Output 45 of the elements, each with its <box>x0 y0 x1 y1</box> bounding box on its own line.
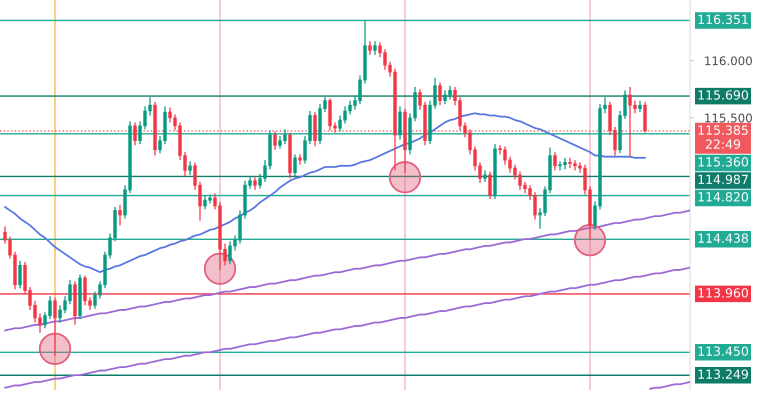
point <box>388 161 422 194</box>
ref-line-label: 116.351 <box>698 14 748 24</box>
candlestick <box>298 154 302 166</box>
line-series <box>4 266 690 389</box>
candlestick <box>33 300 37 324</box>
candlestick <box>538 208 542 230</box>
candlestick <box>348 100 352 115</box>
candlestick <box>483 170 487 182</box>
ref-line-label: 113.960 <box>698 288 748 298</box>
ref-line-label: 114.820 <box>698 192 748 202</box>
candlestick <box>443 90 447 105</box>
candlestick <box>478 162 482 184</box>
ref-line-label: 113.450 <box>698 346 748 356</box>
ref-line-label: 113.249 <box>698 369 748 379</box>
candlestick <box>563 157 567 170</box>
ref-line-label: 115.385 22:49 <box>698 125 748 149</box>
candlestick <box>118 204 122 226</box>
candlestick <box>263 159 267 182</box>
candlestick <box>58 304 62 324</box>
candlestick <box>183 151 187 177</box>
candlestick <box>168 106 172 123</box>
candlestick <box>208 194 212 204</box>
line-series <box>4 112 646 274</box>
point <box>38 332 72 365</box>
ref-line-label: 115.360 <box>698 157 748 167</box>
candlestick <box>448 85 452 100</box>
ref-line-label: 114.438 <box>698 233 748 243</box>
y-tick-label: 115.500 <box>705 114 752 122</box>
candlestick <box>148 96 152 116</box>
candlestick <box>63 296 67 314</box>
ref-line-label: 115.690 <box>698 90 748 100</box>
line-series <box>649 381 690 390</box>
candlestick <box>283 128 287 145</box>
y-tick-label: 116.000 <box>705 56 752 66</box>
candlestick <box>578 162 582 174</box>
candlestick <box>338 114 342 132</box>
candlestick <box>343 106 347 124</box>
candlestick <box>188 160 192 176</box>
ref-line-label: 114.987 <box>698 174 748 184</box>
point <box>204 252 236 285</box>
candlestick <box>568 157 572 169</box>
candlestick <box>573 159 577 172</box>
point <box>574 224 606 256</box>
candlestick <box>333 122 337 134</box>
line-series <box>4 210 690 332</box>
